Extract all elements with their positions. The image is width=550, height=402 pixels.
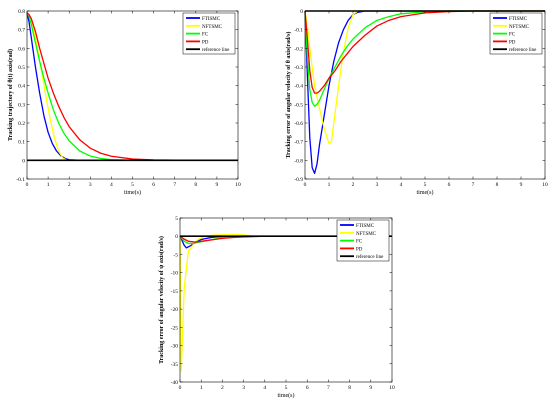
y-tick-label: 0.4 <box>18 84 25 90</box>
x-tick-label: 0 <box>179 385 182 391</box>
y-tick-label: -0.4 <box>294 84 303 90</box>
y-tick-label: -30 <box>171 344 179 350</box>
y-tick-label: 0 <box>300 9 303 15</box>
y-axis-label: Tracking error of angular velocity of ψ … <box>158 236 165 364</box>
x-tick-label: 1 <box>328 182 331 188</box>
x-tick-label: 3 <box>376 182 379 188</box>
legend-label-ftismc: FTISMC <box>202 17 221 22</box>
series-pd <box>26 12 239 161</box>
x-tick-label: 10 <box>542 182 548 188</box>
y-tick-label: -0.3 <box>294 65 303 71</box>
y-axis-label: Tracking trajectory of θ(t) axis(rad) <box>7 49 14 141</box>
legend-label-pd: PD <box>509 40 516 45</box>
legend-label-fc: FC <box>356 240 363 245</box>
y-tick-label: 0.6 <box>18 46 25 52</box>
legend-label-nftsmc: NFTSMC <box>509 25 530 30</box>
legend: FTISMC NFTSMC FC PD reference line <box>182 12 236 55</box>
series-fc <box>304 10 545 107</box>
y-tick-label: 0.2 <box>18 121 25 127</box>
x-tick-label: 6 <box>306 385 309 391</box>
y-tick-label: 0.1 <box>18 140 25 146</box>
y-tick-label: -0.8 <box>294 158 303 164</box>
y-tick-label: 0.5 <box>18 65 25 71</box>
x-tick-label: 1 <box>47 182 50 188</box>
x-tick-label: 8 <box>348 385 351 391</box>
x-tick-label: 7 <box>327 385 330 391</box>
y-tick-label: -0.1 <box>16 177 25 183</box>
series-nftsmc <box>304 10 545 145</box>
x-tick-label: 5 <box>131 182 134 188</box>
y-axis-label: Tracking error of angular velocity of θ … <box>285 32 292 159</box>
x-tick-label: 7 <box>173 182 176 188</box>
y-tick-label: -5 <box>173 252 178 258</box>
y-tick-label: -25 <box>171 325 179 331</box>
x-tick-label: 4 <box>110 182 113 188</box>
y-tick-label: 0.3 <box>18 102 25 108</box>
y-tick-label: -0.7 <box>294 140 303 146</box>
y-tick-label: -40 <box>171 380 179 386</box>
legend: FTISMC NFTSMC FC PD reference line <box>336 219 390 262</box>
y-tick-label: 0.7 <box>18 28 25 34</box>
y-tick-label: 0.8 <box>18 9 25 15</box>
x-tick-label: 0 <box>26 182 29 188</box>
legend-label-reference-line: reference line <box>202 48 230 53</box>
x-tick-label: 5 <box>285 385 288 391</box>
x-tick-label: 2 <box>68 182 71 188</box>
x-tick-label: 9 <box>369 385 372 391</box>
y-tick-label: -0.5 <box>294 102 303 108</box>
x-tick-label: 3 <box>242 385 245 391</box>
legend-label-reference-line: reference line <box>356 255 384 260</box>
x-tick-label: 4 <box>400 182 403 188</box>
legend-label-fc: FC <box>202 33 209 38</box>
x-tick-label: 6 <box>448 182 451 188</box>
legend-label-pd: PD <box>202 40 209 45</box>
x-tick-label: 4 <box>263 385 266 391</box>
legend-label-fc: FC <box>509 33 516 38</box>
x-tick-label: 8 <box>496 182 499 188</box>
legend-label-reference-line: reference line <box>509 48 537 53</box>
x-axis-label: time(s) <box>417 189 434 196</box>
y-tick-label: -0.6 <box>294 121 303 127</box>
series-pd <box>304 10 545 94</box>
x-tick-label: 10 <box>235 182 241 188</box>
y-tick-label: -15 <box>171 289 179 295</box>
x-tick-label: 5 <box>424 182 427 188</box>
y-tick-label: -0.1 <box>294 28 303 34</box>
x-tick-label: 3 <box>89 182 92 188</box>
legend-label-nftsmc: NFTSMC <box>356 232 377 237</box>
x-tick-label: 2 <box>221 385 224 391</box>
x-tick-label: 0 <box>304 182 307 188</box>
x-axis-label: time(s) <box>124 189 141 196</box>
plot-theta-velocity: 0 1 2 3 4 5 6 7 8 9 10 -0.9 -0.8 -0.7 -0.6 -0.5 -0.4 -0.3… <box>285 9 548 196</box>
y-tick-label: -10 <box>171 271 179 277</box>
x-tick-label: 7 <box>472 182 475 188</box>
x-tick-label: 1 <box>200 385 203 391</box>
legend-label-ftismc: FTISMC <box>509 17 528 22</box>
y-tick-label: -20 <box>171 307 179 313</box>
x-tick-label: 10 <box>389 385 395 391</box>
y-tick-label: -0.9 <box>294 177 303 183</box>
x-tick-label: 2 <box>352 182 355 188</box>
x-tick-label: 9 <box>216 182 219 188</box>
x-axis-label: time(s) <box>278 392 295 399</box>
y-tick-label: 0 <box>175 234 178 240</box>
plot-theta: 0 1 2 3 4 5 6 7 8 9 10-0.100.10.20.30.40.50.60.70.… <box>7 9 241 196</box>
y-tick-label: -35 <box>171 362 179 368</box>
x-tick-label: 8 <box>194 182 197 188</box>
x-tick-label: 6 <box>152 182 155 188</box>
plot-psi-velocity: 0 1 2 3 4 5 6 7 8 9 10-40-35-30-25-20-15-10-505tim… <box>158 216 395 399</box>
legend-label-pd: PD <box>356 247 363 252</box>
y-tick-label: 5 <box>175 216 178 222</box>
legend: FTISMC NFTSMC FC PD reference line <box>489 12 543 55</box>
legend-label-ftismc: FTISMC <box>356 224 375 229</box>
y-tick-label: -0.2 <box>294 46 303 52</box>
legend-label-nftsmc: NFTSMC <box>202 25 223 30</box>
y-tick-label: 0 <box>22 158 25 164</box>
x-tick-label: 9 <box>520 182 523 188</box>
